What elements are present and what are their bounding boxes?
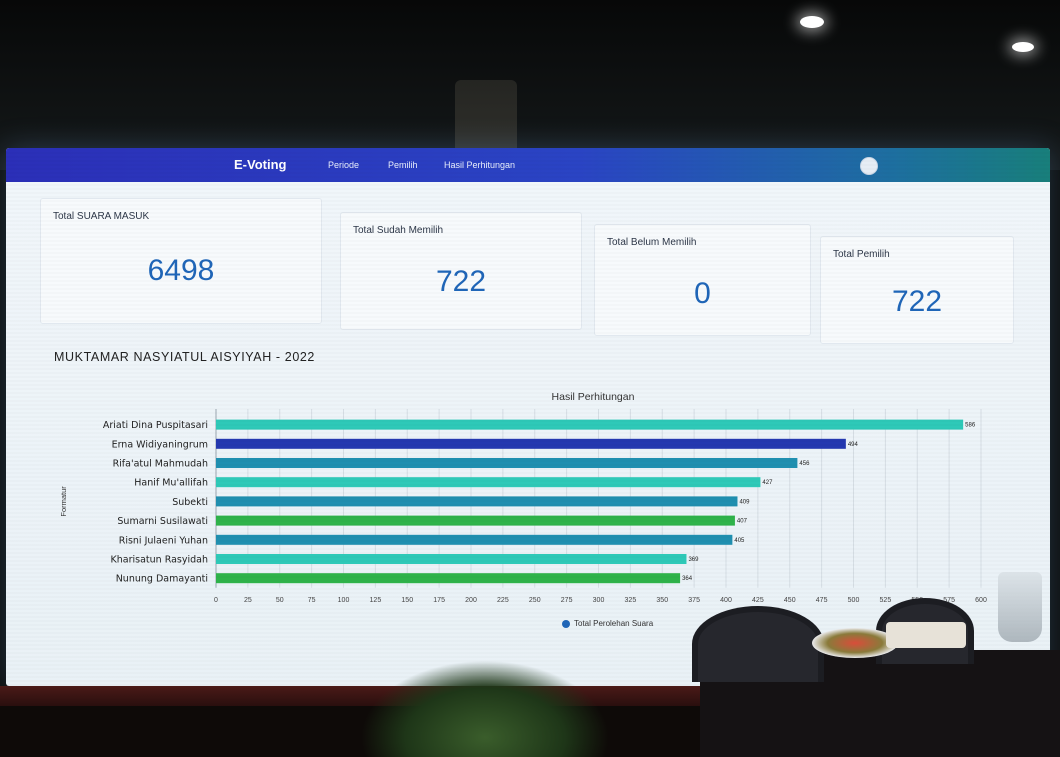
category-label: Erna Widiyaningrum <box>112 439 208 450</box>
nav-link-pemilih[interactable]: Pemilih <box>388 160 418 170</box>
bar <box>216 573 681 584</box>
category-label: Sumarni Susilawati <box>117 516 208 527</box>
x-tick-label: 475 <box>816 597 828 604</box>
bar-value-label: 586 <box>965 423 976 429</box>
bar-chart: Hasil Perhitungan 0 25 50 75 100 125 150 175 200 2… <box>59 391 987 604</box>
food-plate <box>812 628 898 658</box>
bar <box>216 496 738 507</box>
y-axis-label: Formatur <box>59 486 68 517</box>
stat-card-total-pemilih: Total Pemilih 722 <box>820 236 1014 344</box>
plant-decoration <box>360 660 610 757</box>
x-tick-label: 125 <box>370 597 382 604</box>
legend-swatch <box>562 619 570 628</box>
bar <box>216 458 798 468</box>
x-tick-label: 175 <box>433 597 445 604</box>
x-tick-label: 0 <box>214 597 218 604</box>
x-tick-label: 75 <box>308 597 316 604</box>
x-tick-label: 350 <box>656 597 668 604</box>
x-tick-label: 150 <box>401 597 413 604</box>
bar <box>216 419 964 430</box>
x-tick-label: 100 <box>338 597 350 604</box>
user-avatar-icon[interactable] <box>860 157 878 175</box>
dish <box>886 622 966 648</box>
x-tick-label: 50 <box>276 597 284 604</box>
category-label: Hanif Mu'allifah <box>134 478 208 489</box>
category-label: Risni Julaeni Yuhan <box>119 535 208 546</box>
stat-value: 722 <box>891 285 943 318</box>
category-label: Kharisatun Rasyidah <box>111 555 208 566</box>
stat-card-belum-memilih: Total Belum Memilih 0 <box>594 224 811 336</box>
x-tick-label: 575 <box>943 597 955 604</box>
bar-value-label: 494 <box>848 442 859 448</box>
nav-link-periode[interactable]: Periode <box>328 160 360 170</box>
water-glass <box>998 572 1042 642</box>
x-tick-label: 425 <box>752 597 764 604</box>
bar-value-label: 409 <box>739 499 750 505</box>
x-tick-label: 450 <box>784 597 796 604</box>
stat-card-sudah-memilih: Total Sudah Memilih 722 <box>340 212 582 330</box>
bar-value-label: 427 <box>762 480 773 486</box>
section-title: MUKTAMAR NASYIATUL AISYIYAH - 2022 <box>54 350 315 364</box>
bar-value-label: 407 <box>737 519 748 525</box>
x-tick-label: 25 <box>244 597 252 604</box>
category-label: Subekti <box>172 497 208 508</box>
bar-value-label: 456 <box>799 461 810 467</box>
x-tick-label: 250 <box>529 597 541 604</box>
bar-value-label: 364 <box>682 576 693 582</box>
category-label: Ariati Dina Puspitasari <box>103 420 208 431</box>
top-navbar: E-Voting Periode Pemilih Hasil Perhitung… <box>6 148 1050 182</box>
bar <box>216 554 687 564</box>
chair <box>692 606 824 682</box>
x-tick-label: 325 <box>625 597 637 604</box>
bar-value-label: 405 <box>734 538 745 544</box>
x-tick-label: 200 <box>465 597 477 604</box>
bar <box>216 438 846 449</box>
nav-brand[interactable]: E-Voting <box>234 157 287 172</box>
bar-value-label: 369 <box>688 557 699 563</box>
nav-link-hasil-perhitungan[interactable]: Hasil Perhitungan <box>444 160 516 170</box>
stat-value: 6498 <box>147 254 215 287</box>
x-tick-label: 300 <box>593 597 605 604</box>
ceiling-light <box>800 16 824 28</box>
x-tick-label: 525 <box>880 597 892 604</box>
stat-label: Total Pemilih <box>833 249 890 260</box>
stat-card-total-suara: Total SUARA MASUK 6498 <box>40 198 322 324</box>
bar <box>216 534 733 545</box>
x-tick-label: 275 <box>561 597 573 604</box>
stat-value: 0 <box>694 277 711 310</box>
chart-title: Hasil Perhitungan <box>552 391 635 403</box>
x-tick-label: 375 <box>688 597 700 604</box>
room-ceiling <box>0 0 1060 170</box>
x-tick-label: 600 <box>975 597 987 604</box>
stat-value: 722 <box>435 265 487 298</box>
ceiling-light <box>1012 42 1034 52</box>
legend-label: Total Perolehan Suara <box>574 619 654 628</box>
x-tick-label: 400 <box>720 597 732 604</box>
chart-legend[interactable]: Total Perolehan Suara <box>562 619 653 628</box>
bar <box>216 515 735 526</box>
stat-label: Total Sudah Memilih <box>353 225 444 236</box>
x-tick-label: 225 <box>497 597 509 604</box>
category-label: Rifa'atul Mahmudah <box>113 459 208 470</box>
x-tick-label: 500 <box>848 597 860 604</box>
stat-label: Total SUARA MASUK <box>53 211 150 222</box>
stat-label: Total Belum Memilih <box>607 237 697 248</box>
bar <box>216 477 761 488</box>
category-label: Nunung Damayanti <box>116 574 208 585</box>
